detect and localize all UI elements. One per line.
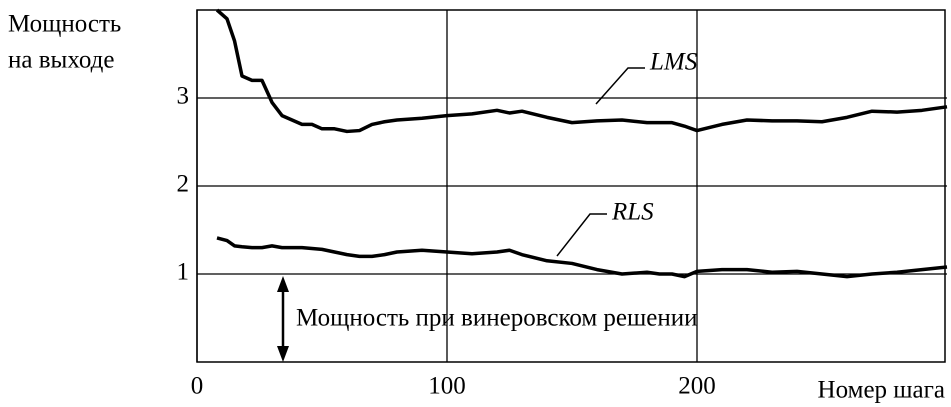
x-tick-label: 0 xyxy=(191,373,204,400)
double-arrow xyxy=(277,276,289,362)
series-label: LMS xyxy=(649,49,698,76)
x-axis-label: Номер шага xyxy=(818,377,945,404)
series-line xyxy=(215,8,948,134)
y-tick-label: 3 xyxy=(177,83,190,110)
y-tick-label: 2 xyxy=(177,171,190,198)
y-axis-label: Мощность xyxy=(8,11,121,38)
series-line xyxy=(216,236,948,279)
leader-line xyxy=(595,67,645,105)
leader-line xyxy=(556,213,607,257)
series-label: RLS xyxy=(611,199,654,226)
y-axis-label: на выходе xyxy=(8,47,114,74)
x-tick-label: 200 xyxy=(678,373,716,400)
annotation: Мощность при винеровском решении xyxy=(296,305,698,332)
x-tick-label: 100 xyxy=(428,373,466,400)
plot-frame xyxy=(196,9,946,363)
y-tick-label: 1 xyxy=(177,259,190,286)
